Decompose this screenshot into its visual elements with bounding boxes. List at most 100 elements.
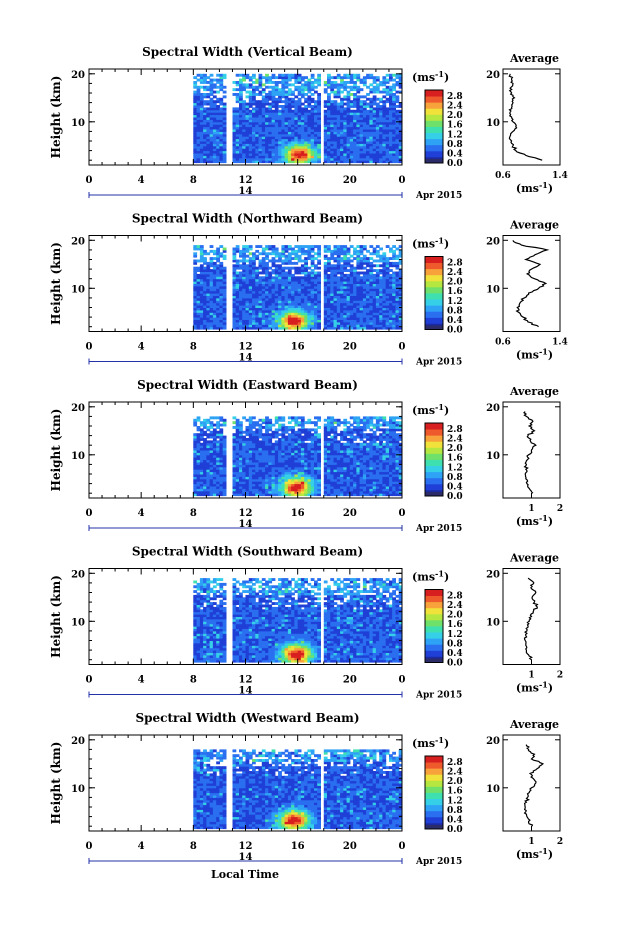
heatmap-cell [278,129,282,132]
heatmap-cell [209,129,214,132]
heatmap-cell [209,97,214,101]
heatmap-cell [222,295,227,299]
heatmap-cell [274,102,279,106]
heatmap-cell [336,283,341,287]
heatmap-cell [222,488,227,492]
heatmap-cell [212,293,217,296]
heatmap-cell [258,105,263,108]
heatmap-cell [317,245,321,248]
heatmap-cell [382,117,387,120]
heatmap-cell [209,478,214,482]
heatmap-cell [203,157,207,161]
heatmap-cell [304,266,308,270]
heatmap-cell [268,259,273,263]
heatmap-cell [216,150,220,154]
heatmap-cell [340,138,344,142]
heatmap-cell [261,450,266,453]
heatmap-cell [232,476,237,480]
heatmap-cell [304,129,308,132]
heatmap-cell [252,478,256,482]
heatmap-cell [196,445,201,449]
heatmap-cell [248,454,253,458]
heatmap-cell [268,426,273,429]
heatmap-cell [212,136,217,140]
heatmap-cell [248,312,253,316]
heatmap-cell [252,157,256,161]
heatmap-cell [216,454,220,458]
heatmap-cell [379,288,383,292]
heatmap-cell [300,126,305,130]
heatmap-cell [258,100,263,104]
heatmap-cell [222,454,227,458]
heatmap-cell [327,257,331,260]
heatmap-cell [281,440,286,444]
heatmap-cell [239,493,243,497]
heatmap-cell [297,305,302,308]
heatmap-cell [333,160,338,164]
heatmap-cell [359,293,364,296]
heatmap-cell [392,295,396,299]
heatmap-cell [369,153,374,156]
heatmap-cell [252,435,256,439]
heatmap-cell [258,297,263,301]
heatmap-cell [271,433,276,437]
heatmap-cell [219,278,224,282]
heatmap-cell [389,157,393,161]
heatmap-cell [372,114,377,118]
heatmap-cell [353,309,357,313]
heatmap-cell [261,442,266,446]
heatmap-cell [261,305,266,308]
heatmap-cell [366,148,370,152]
heatmap-cell [379,90,383,94]
heatmap-cell [219,107,224,111]
heatmap-cell [382,266,387,270]
heatmap-cell [340,109,344,113]
heatmap-cell [245,445,250,449]
heatmap-cell [216,252,220,256]
heatmap-cell [372,276,377,280]
heatmap-cell [307,138,312,142]
heatmap-cell [395,133,400,137]
heatmap-cell [219,155,224,159]
units-close: ) [548,349,553,362]
heatmap-cell [219,466,224,470]
heatmap-cell [294,78,299,82]
heatmap-cell [304,295,308,299]
heatmap-cell [258,285,263,289]
heatmap-cell [314,264,318,268]
heatmap-cell [291,326,295,330]
heatmap-cell [359,257,364,260]
heatmap-cell [310,73,315,77]
heatmap-cell [274,435,279,439]
heatmap-cell [271,121,276,125]
heatmap-cell [261,83,266,87]
heatmap-cell [323,249,328,253]
heatmap-cell [287,319,292,323]
heatmap-cell [209,450,214,453]
heatmap-cell [206,290,211,294]
heatmap-cell [278,133,282,137]
heatmap-cell [242,281,246,284]
avg-y-tick-label: 10 [486,118,500,129]
heatmap-cell [395,124,400,128]
heatmap-cell [268,433,273,437]
heatmap-cell [330,90,335,94]
heatmap-cell [265,254,269,258]
heatmap-cell [261,88,266,92]
heatmap-cell [287,457,292,461]
heatmap-cell [261,314,266,318]
heatmap-cell [274,421,279,425]
heatmap-cell [297,281,302,284]
heatmap-cell [203,490,207,494]
heatmap-cell [245,259,250,263]
heatmap-cell [219,148,224,152]
heatmap-cell [199,245,204,248]
heatmap-cell [196,474,201,477]
heatmap-cell [307,247,312,251]
heatmap-cell [203,155,207,159]
heatmap-cell [356,259,361,263]
heatmap-cell [398,90,403,94]
heatmap-cell [239,478,243,482]
heatmap-cell [235,476,240,480]
heatmap-cell [242,136,246,140]
